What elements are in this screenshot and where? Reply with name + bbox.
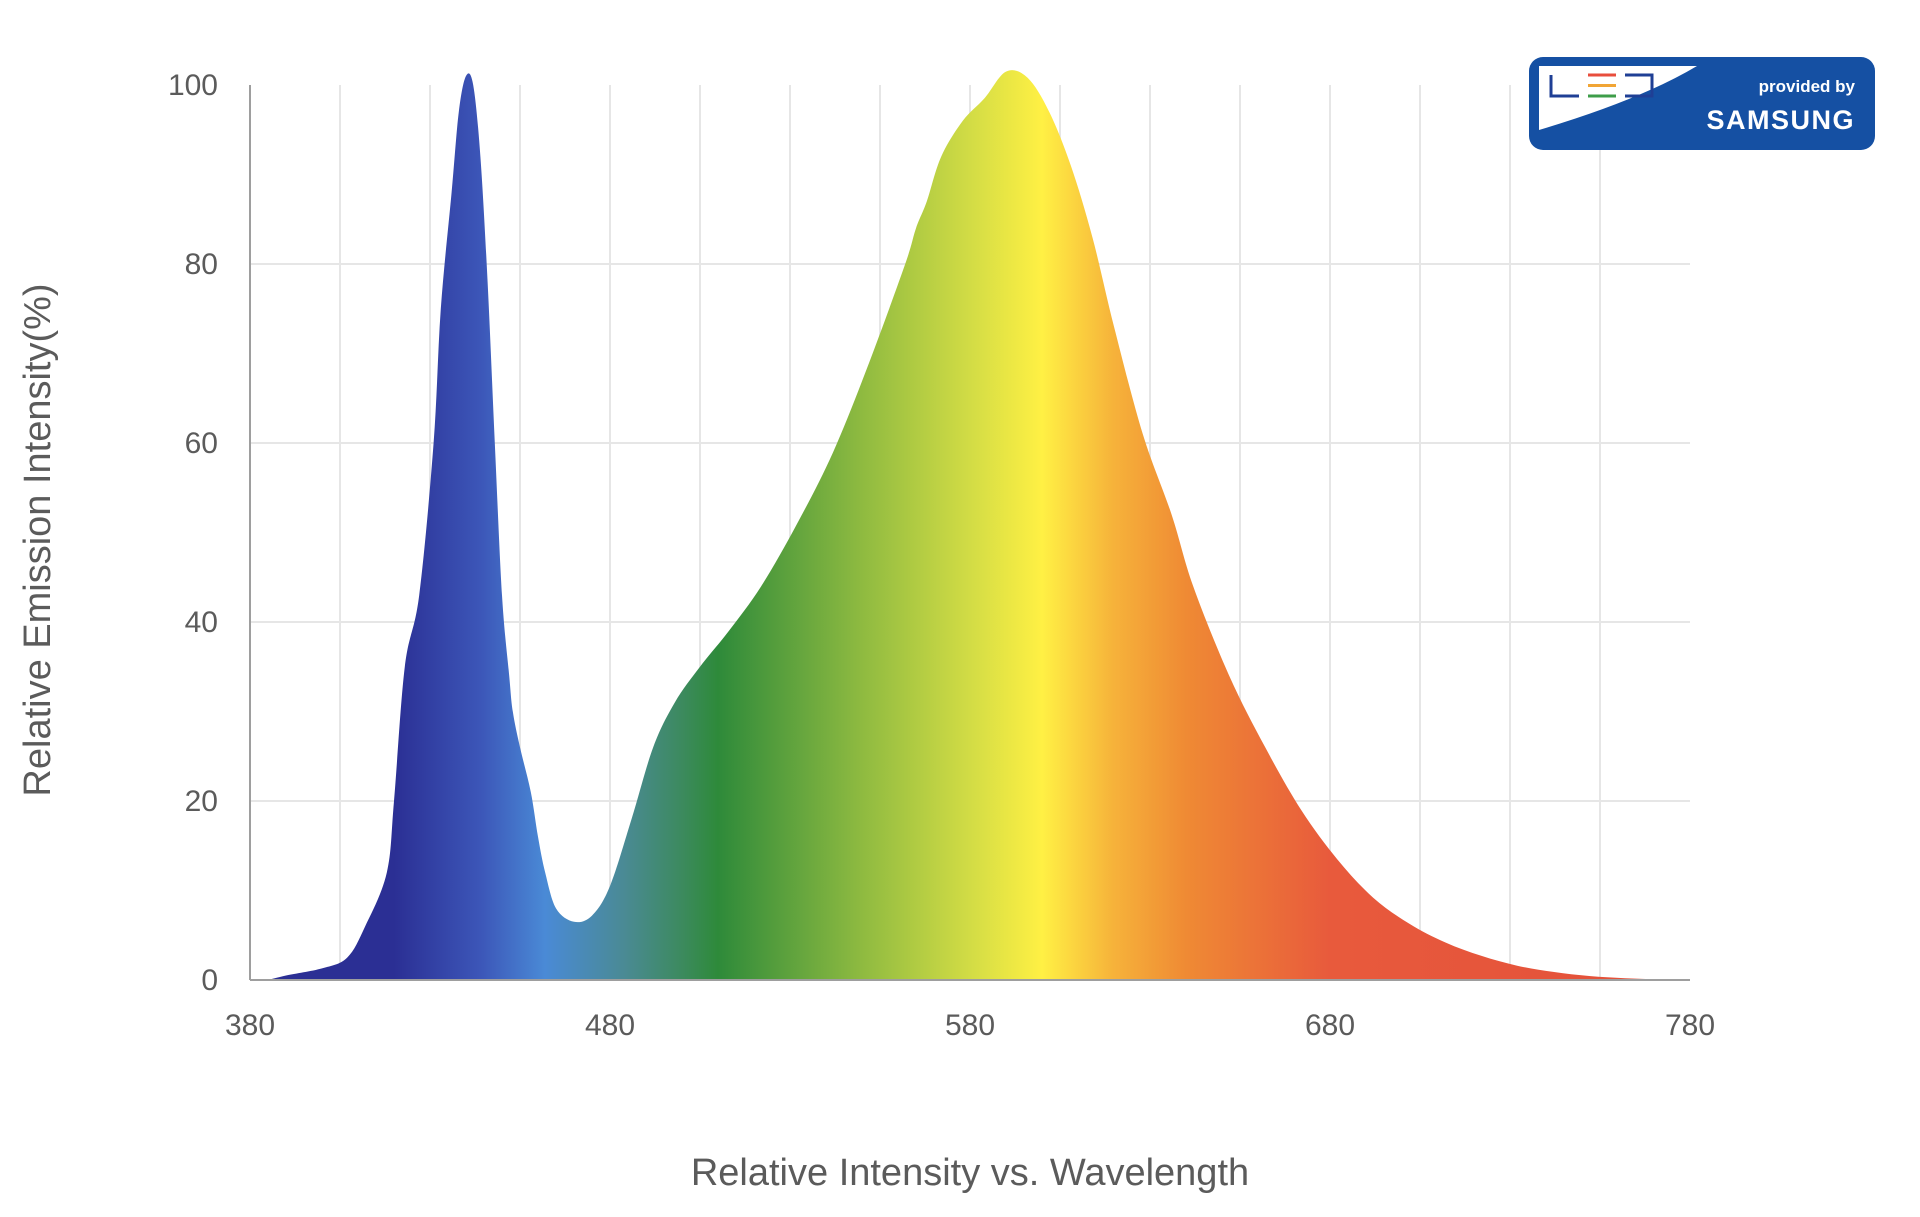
samsung-led-badge: provided by SAMSUNG	[1529, 57, 1875, 150]
x-tick-label: 780	[1665, 1009, 1715, 1042]
badge-provided-by: provided by	[1759, 77, 1856, 96]
x-tick-label: 480	[585, 1009, 635, 1042]
y-axis-label: Relative Emission Intensity(%)	[17, 283, 59, 796]
y-tick-label: 80	[185, 248, 218, 281]
x-tick-label: 680	[1305, 1009, 1355, 1042]
y-tick-label: 100	[168, 69, 218, 102]
y-tick-label: 40	[185, 606, 218, 639]
tick-labels: 0 20 40 60 80 100 380 480 580 680 780	[168, 69, 1715, 1042]
x-tick-label: 580	[945, 1009, 995, 1042]
y-tick-label: 20	[185, 785, 218, 818]
x-axis-label: Relative Intensity vs. Wavelength	[691, 1152, 1249, 1194]
x-tick-label: 380	[225, 1009, 275, 1042]
y-tick-label: 0	[201, 964, 218, 997]
spectrum-area	[268, 70, 1683, 980]
led-logo-icon	[1549, 73, 1654, 98]
badge-samsung: SAMSUNG	[1706, 105, 1855, 135]
y-tick-label: 60	[185, 427, 218, 460]
